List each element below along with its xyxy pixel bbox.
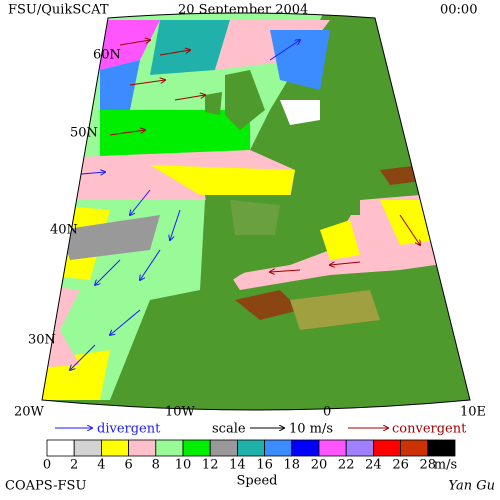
author: Yan Gu [448,479,495,494]
legend-divergent: divergent [97,422,161,437]
arrow [119,40,150,46]
colorbar-tick: 2 [70,458,78,473]
ocean-patch [100,110,250,160]
colorbar-tick: 18 [284,458,301,473]
colorbar-swatch [236,439,265,457]
arrow [270,270,301,272]
colorbar-tick: 20 [311,458,328,473]
meseta [230,200,280,235]
colorbar-swatch [264,439,293,457]
colorbar-label: Speed [237,474,278,489]
colorbar-tick: 22 [338,458,355,473]
arrow [109,130,145,136]
colorbar-tick: 16 [256,458,273,473]
arrow [159,50,190,56]
arrow [269,40,300,61]
colorbar-swatch [73,439,102,457]
italy [330,195,360,215]
colorbar-swatch [101,439,130,457]
arrow [130,189,151,215]
colorbar-tick: 0 [43,458,51,473]
colorbar-tick: 6 [124,458,132,473]
lon-label: 0 [323,405,331,420]
atlas [235,290,300,320]
arrow [170,209,181,240]
colorbar-swatch [128,439,157,457]
ocean-patch [100,60,140,110]
map-frame [41,12,471,411]
arrow [95,259,121,285]
britain [225,70,265,130]
colorbar-tick: 8 [152,458,160,473]
colorbar-tick: 14 [229,458,246,473]
colorbar-tick: 4 [97,458,105,473]
legend-convergent: convergent [392,422,467,437]
time: 00:00 [440,3,477,18]
sea-patch [280,100,320,125]
ocean-patch [150,165,295,195]
arrow [129,80,165,86]
colorbar-tick: 12 [202,458,219,473]
colorbar: 0 2 4 6 8 10 12 14 16 18 20 22 24 26 28m/s [43,439,457,473]
colorbar-swatch [182,439,211,457]
colorbar-tick: 24 [365,458,382,473]
ocean-patch [270,30,330,90]
lon-label: 10E [460,405,486,420]
colorbar-swatch [400,439,429,457]
colorbar-swatch [291,439,320,457]
arrow [174,95,205,101]
colorbar-swatch [427,439,456,457]
credit: COAPS-FSU [5,479,86,494]
colorbar-swatch [345,439,374,457]
lat-label: 30N [28,333,56,348]
arrow [70,344,96,370]
wind-vectors [70,40,420,370]
colorbar-swatch [372,439,401,457]
colorbar-swatch [155,439,184,457]
colorbar-tick: 10 [175,458,192,473]
lon-label: 20W [14,405,45,420]
arrow [399,214,420,245]
colorbar-tick: 28 [420,458,437,473]
lat-label: 60N [93,48,121,63]
ocean-patch [42,330,80,370]
legend-scale-value: 10 m/s [289,422,333,437]
colorbar-swatch [46,439,75,457]
highland [290,290,380,330]
lon-label: 10W [165,405,196,420]
title: FSU/QuikSCAT [8,3,109,18]
arrow [140,249,161,280]
arrow [110,309,141,335]
ireland [205,92,222,115]
colorbar-swatch [318,439,347,457]
ocean-patch [60,215,160,260]
lat-label: 40N [50,223,78,238]
sea-patch [320,220,360,260]
colorbar-swatch [209,439,238,457]
lat-label: 50N [70,126,98,141]
arrow [330,261,361,265]
colorbar-unit: m/s [434,458,457,473]
ocean-patch [100,20,160,70]
colorbar-tick: 26 [392,458,409,473]
legend-scale: scale [212,422,246,437]
